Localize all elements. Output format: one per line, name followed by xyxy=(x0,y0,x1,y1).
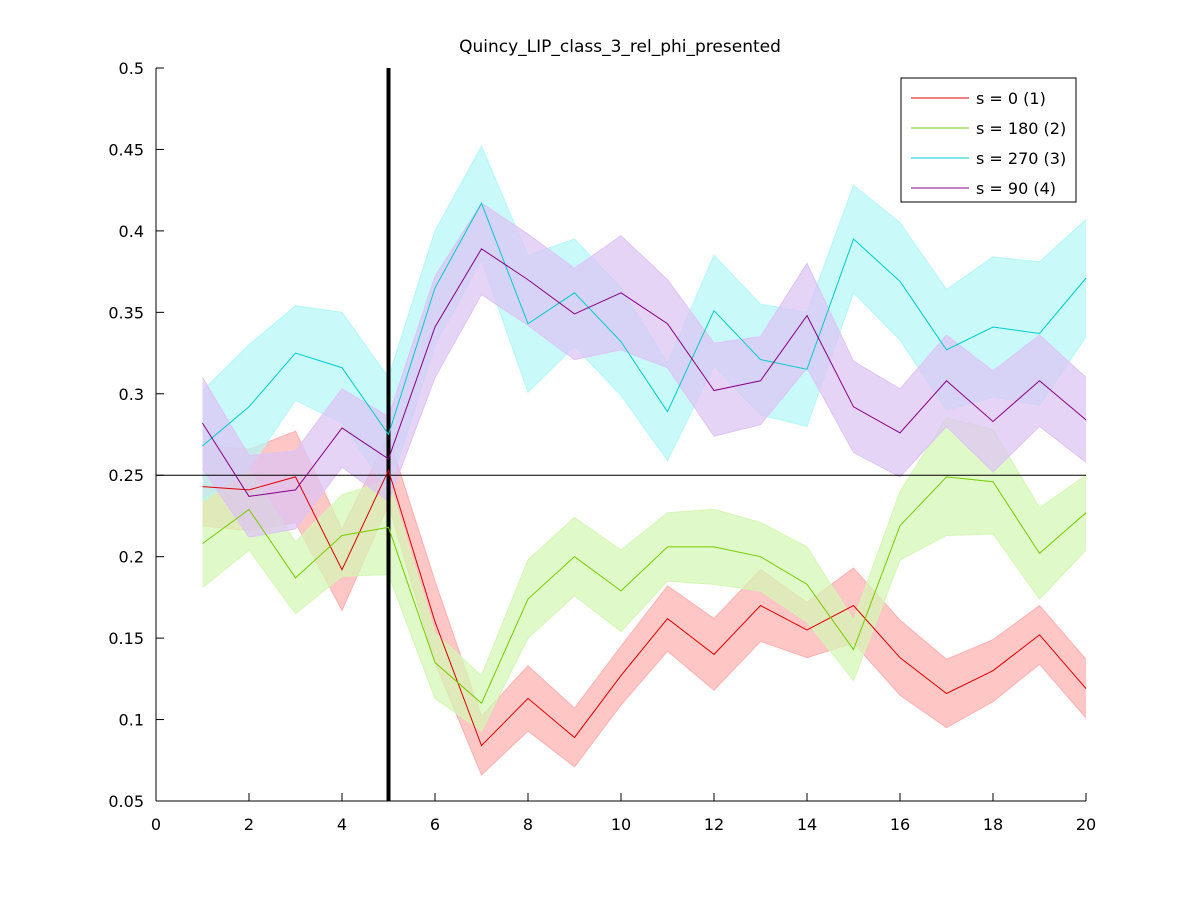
band-series-2 xyxy=(202,418,1086,731)
series-line-1 xyxy=(202,468,1087,747)
x-tick-label: 2 xyxy=(244,815,254,834)
x-tick-label: 4 xyxy=(337,815,347,834)
y-tick-label: 0.4 xyxy=(119,222,144,241)
y-tick-label: 0.3 xyxy=(119,385,144,404)
x-tick-label: 16 xyxy=(890,815,910,834)
series-lines xyxy=(202,202,1087,747)
x-tick-label: 0 xyxy=(151,815,161,834)
legend-label-2: s = 180 (2) xyxy=(976,119,1066,138)
axes: 0 2 4 6 8 10 12 14 16 18 20 0.05 0.1 0.15 0.2 0.25 0.3 0.… xyxy=(108,59,1096,834)
series-line-2 xyxy=(202,476,1087,705)
legend: s = 0 (1) s = 180 (2) s = 270 (3) s = 90 (4… xyxy=(900,77,1077,203)
band-series-3 xyxy=(202,146,1086,502)
legend-label-3: s = 270 (3) xyxy=(976,149,1066,168)
x-tick-label: 14 xyxy=(797,815,817,834)
y-tick-label: 0.25 xyxy=(108,466,144,485)
x-tick-label: 12 xyxy=(704,815,724,834)
x-tick-label: 10 xyxy=(611,815,631,834)
band-lower-edge-4 xyxy=(202,293,1087,538)
y-tick-label: 0.35 xyxy=(108,303,144,322)
y-tick-label: 0.15 xyxy=(108,629,144,648)
series-line-4 xyxy=(202,248,1087,497)
legend-label-4: s = 90 (4) xyxy=(976,179,1056,198)
band-series-4 xyxy=(202,203,1086,538)
band-upper-edge-4 xyxy=(202,202,1087,457)
confidence-bands xyxy=(202,145,1087,776)
y-tick-label: 0.05 xyxy=(108,792,144,811)
y-tick-label: 0.5 xyxy=(119,59,144,78)
x-tick-label: 18 xyxy=(983,815,1003,834)
legend-label-1: s = 0 (1) xyxy=(976,89,1046,108)
series-line-3 xyxy=(202,202,1087,447)
band-lower-edge-2 xyxy=(202,533,1087,732)
band-lower-edge-1 xyxy=(202,503,1087,776)
chart-title: Quincy_LIP_class_3_rel_phi_presented xyxy=(459,37,781,57)
x-tick-label: 6 xyxy=(430,815,440,834)
y-tick-label: 0.45 xyxy=(108,140,144,159)
y-tick-label: 0.2 xyxy=(119,548,144,567)
legend-box xyxy=(900,77,1077,203)
y-tick-label: 0.1 xyxy=(119,711,144,730)
x-tick-label: 20 xyxy=(1076,815,1096,834)
x-tick-label: 8 xyxy=(523,815,533,834)
